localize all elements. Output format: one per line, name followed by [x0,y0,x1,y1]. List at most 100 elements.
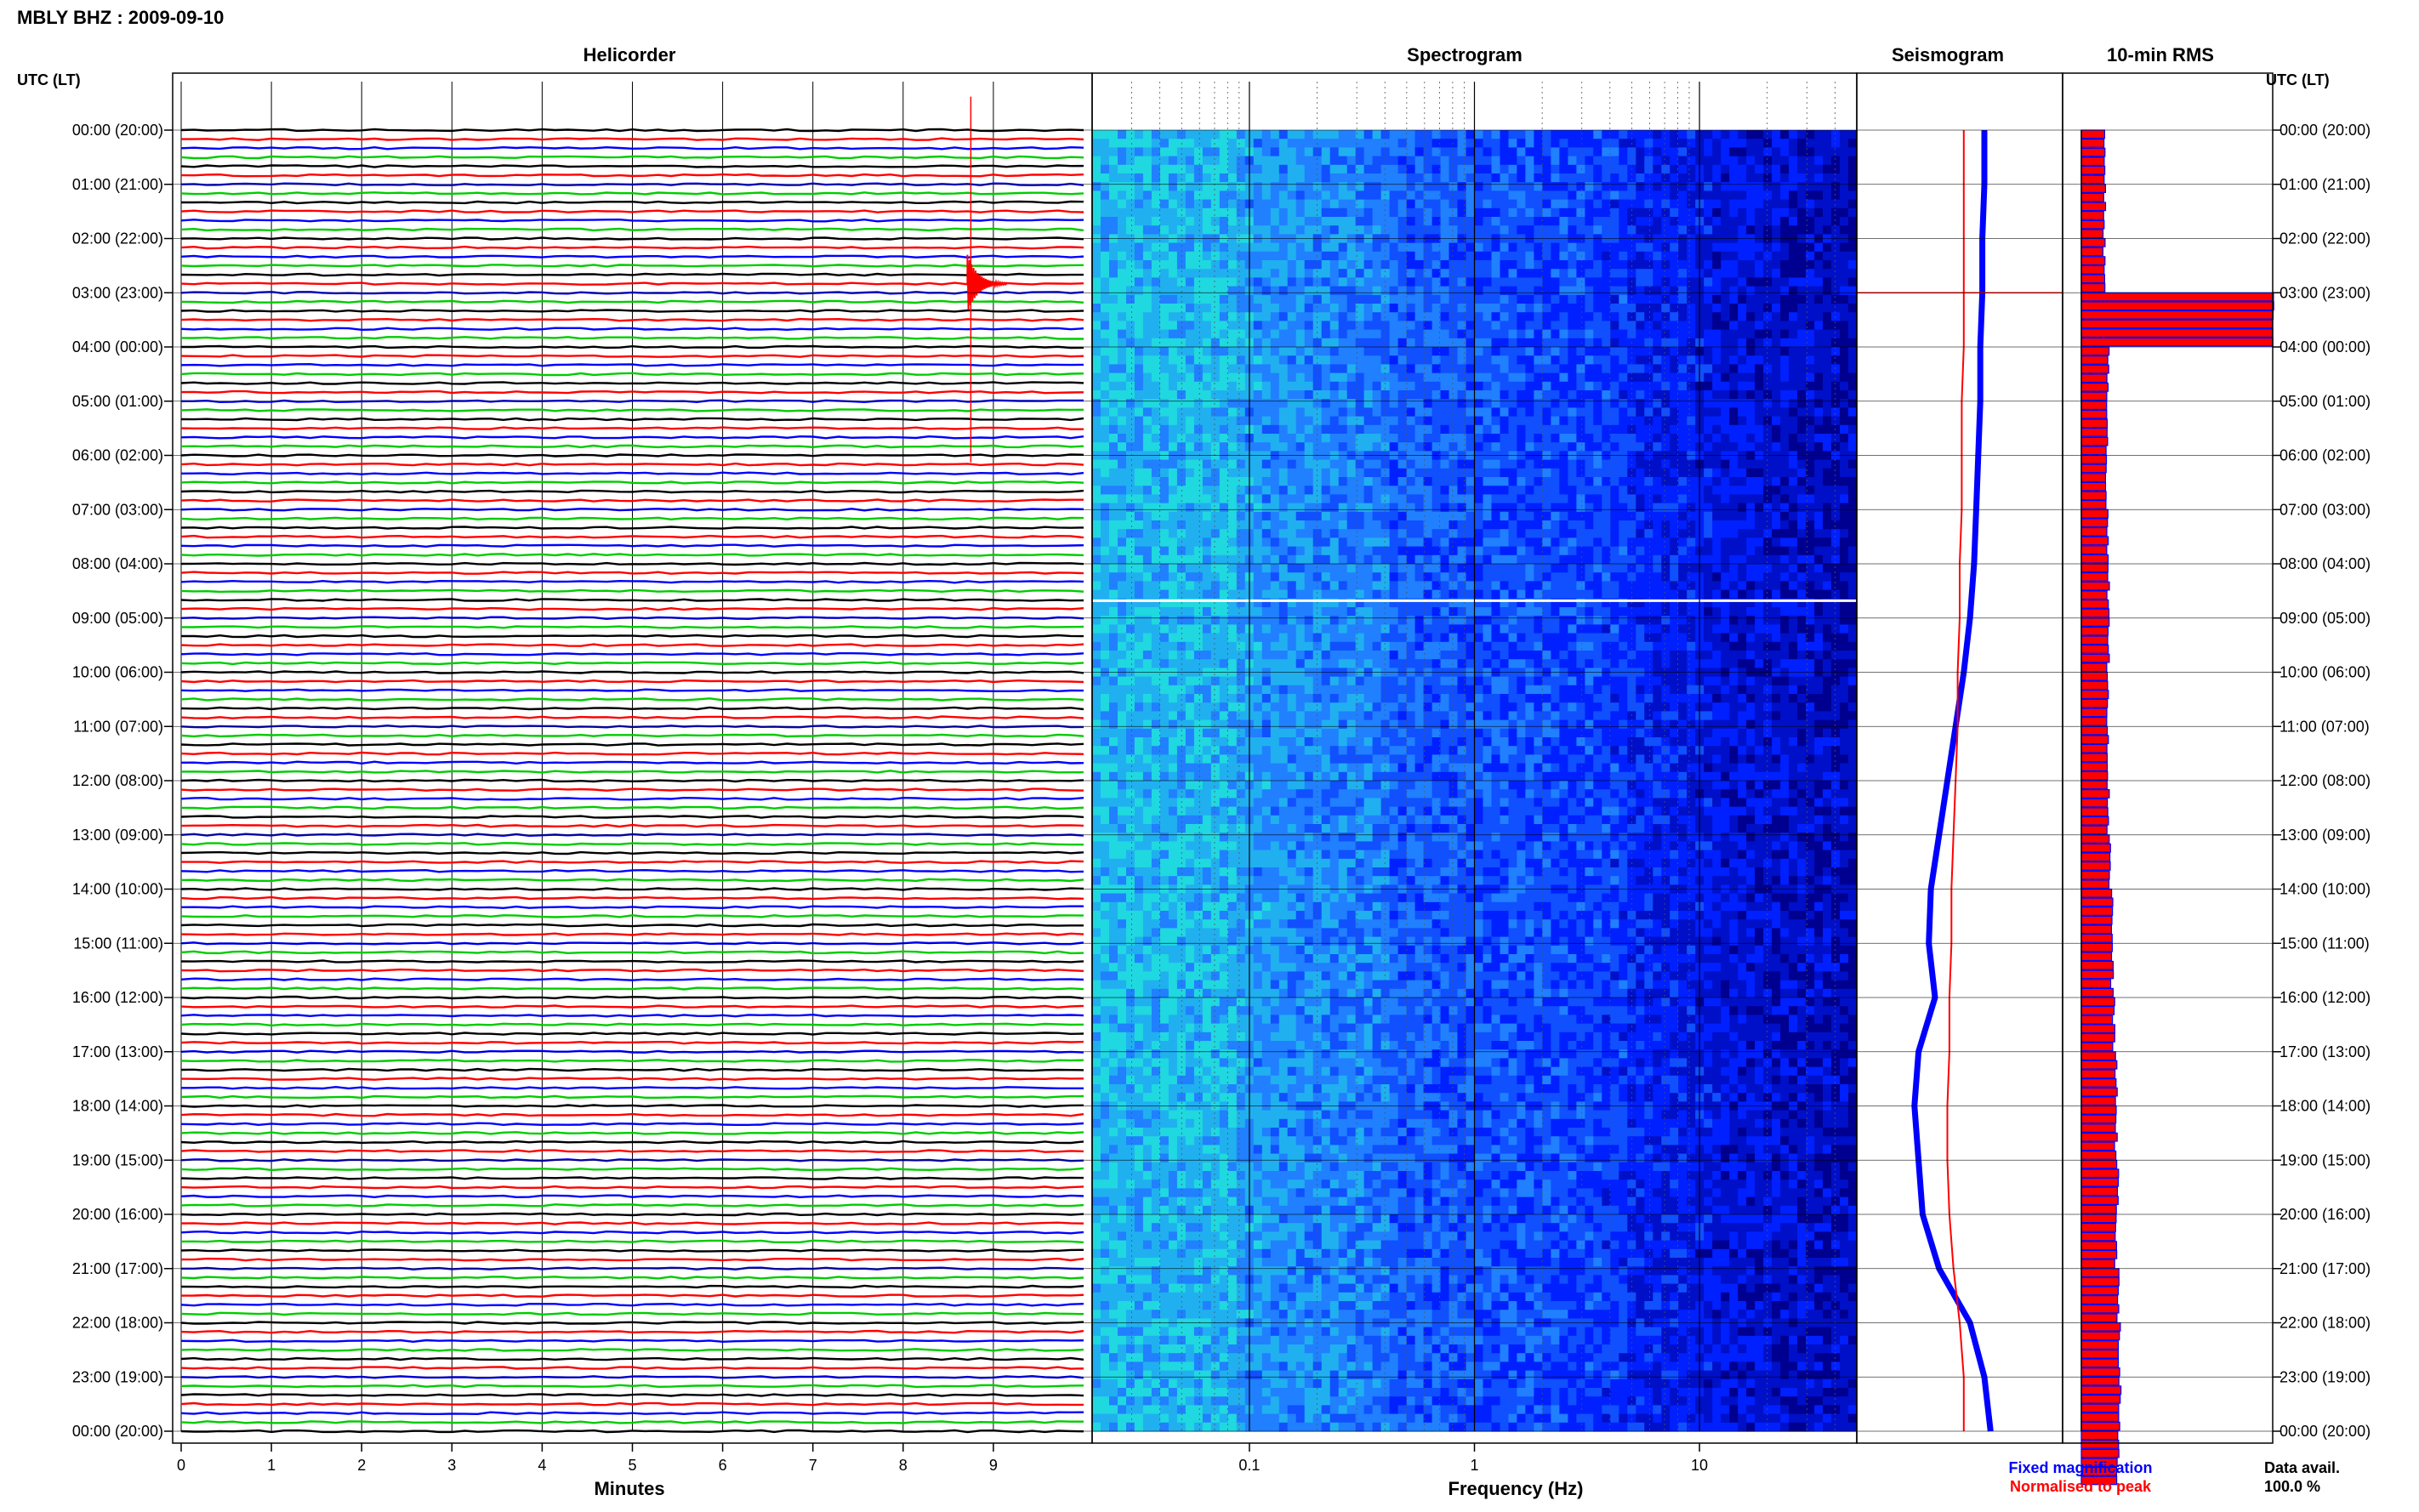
spectrogram-cell [1092,355,1101,365]
spectrogram-cell [1176,1248,1187,1259]
spectrogram-cell [1236,685,1246,695]
spectrogram-cell [1278,1370,1289,1380]
spectrogram-cell [1202,867,1212,877]
spectrogram-cell [1295,1128,1306,1137]
spectrogram-cell [1253,1162,1263,1172]
spectrogram-cell [1346,719,1357,730]
spectrogram-cell [1312,702,1323,712]
spectrogram-cell [1253,1275,1263,1285]
spectrogram-cell [1227,1396,1238,1406]
spectrogram-cell [1338,217,1348,226]
spectrogram-cell [1338,269,1348,278]
spectrogram-cell [1355,702,1365,712]
spectrogram-cell [1287,173,1297,183]
spectrogram-cell [1355,1153,1365,1163]
spectrogram-cell [1321,1145,1331,1155]
spectrogram-cell [1295,355,1306,365]
spectrogram-cell [1270,1422,1280,1432]
spectrogram-cell [1287,711,1297,721]
spectrogram-cell [1363,494,1374,504]
spectrogram-cell [1193,928,1204,938]
spectrogram-cell [1126,424,1136,435]
spectrogram-cell [1338,390,1348,400]
spectrogram-cell [1185,424,1195,435]
spectrogram-cell [1092,1240,1101,1250]
spectrogram-cell [1270,459,1280,469]
spectrogram-cell [1287,1179,1297,1189]
spectrogram-cell [1134,355,1144,365]
spectrogram-cell [1202,876,1212,885]
spectrogram-cell [1118,1162,1127,1172]
spectrogram-cell [1193,130,1204,139]
spectrogram-cell [1236,711,1246,721]
spectrogram-cell [1092,251,1101,261]
spectrogram-cell [1193,529,1204,538]
spectrogram-cell [1185,1214,1195,1224]
spectrogram-cell [1109,598,1118,608]
spectrogram-cell [1346,207,1357,218]
spectrogram-cell [1329,589,1340,600]
spectrogram-cell [1312,607,1323,617]
spectrogram-cell [1346,139,1357,148]
spectrogram-cell [1236,130,1246,139]
spectrogram-cell [1304,641,1314,651]
spectrogram-cell [1270,1153,1280,1163]
spectrogram-cell [1202,364,1212,374]
spectrogram-cell [1287,1015,1297,1025]
spectrogram-cell [1168,511,1178,521]
spectrogram-cell [1236,1110,1246,1120]
spectrogram-cell [1304,503,1314,513]
spectrogram-cell [1261,554,1272,565]
spectrogram-cell [1142,434,1153,443]
spectrogram-cell [1159,1335,1170,1345]
spectrogram-cell [1363,1171,1374,1180]
spectrogram-cell [1304,529,1314,538]
spectrogram-cell [1210,477,1221,486]
spectrogram-cell [1210,616,1221,625]
spectrogram-cell [1202,1015,1212,1025]
spectrogram-cell [1363,1353,1374,1362]
spectrogram-cell [1253,1396,1263,1406]
spectrogram-cell [1363,173,1374,183]
spectrogram-cell [1355,928,1365,938]
spectrogram-cell [1101,824,1110,833]
spectrogram-cell [1321,529,1331,538]
spectrogram-cell [1142,754,1153,765]
spectrogram-cell [1118,494,1127,504]
spectrogram-cell [1210,304,1221,313]
spectrogram-cell [1092,1153,1101,1163]
spectrogram-cell [1261,850,1272,860]
spectrogram-cell [1321,641,1331,651]
spectrogram-cell [1355,1110,1365,1120]
spectrogram-cell [1261,1118,1272,1128]
spectrogram-cell [1295,242,1306,253]
spectrogram-cell [1168,1258,1178,1267]
spectrogram-cell [1304,789,1314,799]
spectrogram-cell [1159,372,1170,383]
spectrogram-cell [1185,901,1195,912]
spectrogram-cell [1278,1066,1289,1077]
spectrogram-cell [1278,1197,1289,1207]
spectrogram-cell [1270,850,1280,860]
spectrogram-cell [1295,139,1306,148]
spectrogram-cell [1278,1344,1289,1354]
spectrogram-cell [1227,737,1238,747]
spectrogram-cell [1338,1310,1348,1319]
spectrogram-cell [1346,616,1357,625]
spectrogram-cell [1329,771,1340,782]
spectrogram-cell [1270,304,1280,313]
spectrogram-cell [1355,1361,1365,1372]
spectrogram-cell [1270,477,1280,486]
spectrogram-cell [1159,746,1170,755]
spectrogram-cell [1210,1136,1221,1145]
spectrogram-cell [1142,1327,1153,1337]
spectrogram-cell [1363,399,1374,408]
spectrogram-cell [1193,1248,1204,1259]
spectrogram-cell [1101,728,1110,738]
spectrogram-cell [1109,1093,1118,1102]
spectrogram-cell [1134,494,1144,504]
spectrogram-cell [1355,685,1365,695]
spectrogram-cell [1118,1240,1127,1250]
spectrogram-cell [1185,841,1195,851]
spectrogram-cell [1202,1292,1212,1302]
